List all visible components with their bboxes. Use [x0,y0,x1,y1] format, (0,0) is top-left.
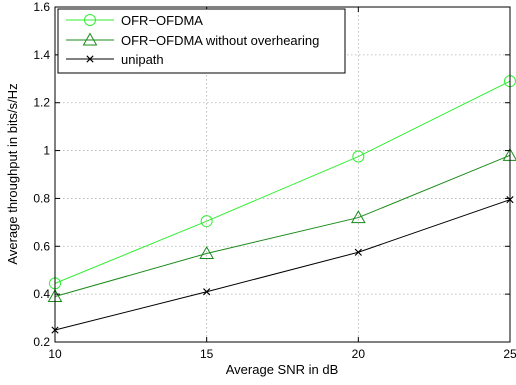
x-tick-label: 10 [48,347,62,361]
y-axis-label: Average throughput in bits/s/Hz [5,83,20,264]
legend-label-3: unipath [121,52,164,67]
legend: OFR−OFDMA OFR−OFDMA without overhearing un… [57,8,346,74]
data-point-1-3 [352,150,365,163]
series-line-2 [54,154,511,298]
data-point-2-3 [350,210,366,224]
x-axis-label: Average SNR in dB [226,362,339,377]
y-tick-label: 0.6 [33,239,50,253]
y-tick-label: 1.2 [33,96,50,110]
y-tick-label: 0.4 [33,287,50,301]
series-line-1 [54,80,511,284]
y-tick-label: 0.2 [33,335,50,349]
y-tick-label: 1.4 [33,48,50,62]
legend-label-1: OFR−OFDMA [121,13,203,28]
y-tick-label: 1 [43,144,50,158]
x-tick-label: 20 [352,347,366,361]
plot-frame [54,6,511,343]
data-point-2-2 [199,245,215,259]
data-point-3-2 [203,288,211,296]
y-tick-label: 1.6 [33,0,50,14]
x-tick-label: 25 [503,347,516,361]
legend-marker-3 [86,55,94,63]
data-point-3-3 [354,248,362,256]
legend-label-2: OFR−OFDMA without overhearing [121,33,319,48]
series-line-3 [54,199,511,331]
y-tick-label: 0.8 [33,191,50,205]
legend-box [57,8,346,74]
legend-marker-2 [82,32,98,46]
x-tick-label: 15 [200,347,214,361]
axes: 10 15 20 25 0.2 0.4 0.6 0.8 1 1.2 1.4 1.6 [33,0,516,361]
data-point-1-2 [200,215,213,228]
legend-marker-1 [84,14,96,26]
